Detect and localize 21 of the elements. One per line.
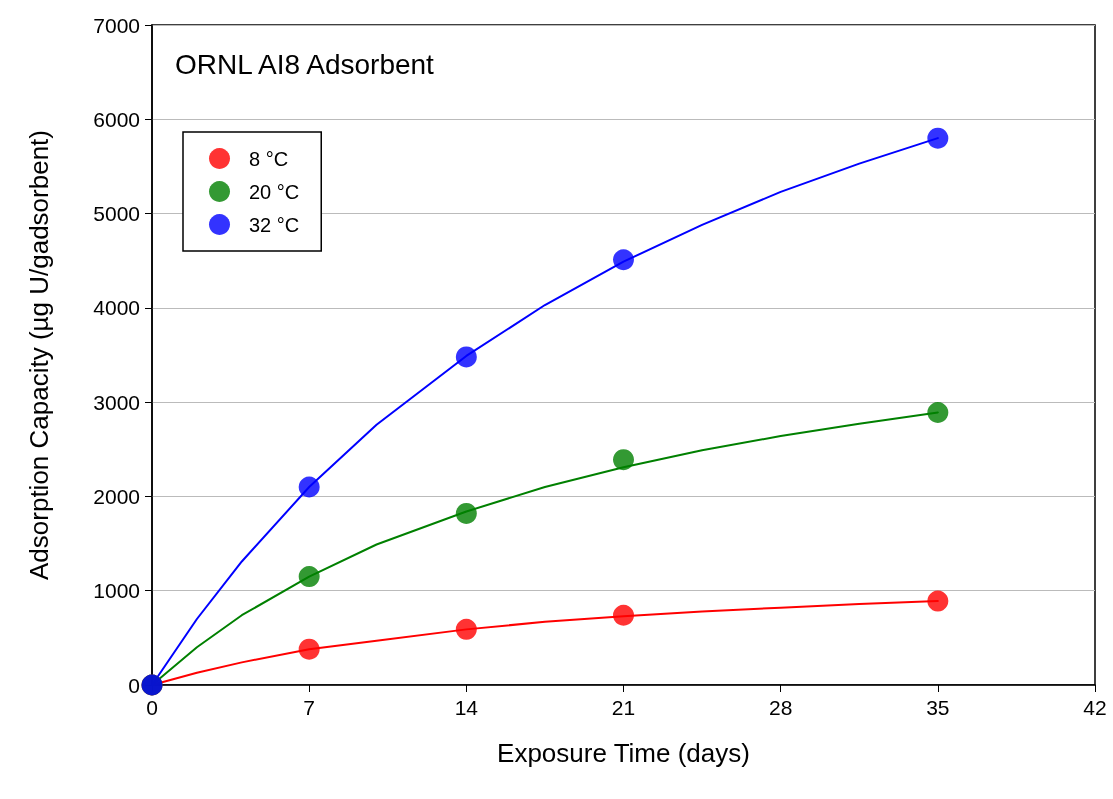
y-tick-label: 0: [128, 673, 140, 697]
y-tick-label: 7000: [93, 13, 140, 37]
x-tick-label: 42: [1083, 696, 1107, 719]
y-tick-label: 5000: [93, 202, 140, 226]
legend-label: 32 °C: [249, 213, 300, 236]
y-tick-label: 3000: [93, 390, 140, 414]
y-tick-label: 2000: [93, 484, 140, 508]
x-axis-title: Exposure Time (days): [497, 738, 750, 768]
x-tick-label: 0: [146, 696, 158, 719]
x-tick-label: 14: [454, 696, 479, 719]
legend-label: 8 °C: [249, 147, 289, 170]
y-axis-title: Adsorption Capacity (µg U/gadsorbent): [24, 130, 54, 580]
x-tick-label: 35: [926, 696, 950, 719]
x-tick-label: 28: [768, 696, 793, 719]
legend-label: 20 °C: [249, 180, 300, 203]
x-tick-label: 7: [303, 696, 316, 719]
y-tick-label: 6000: [93, 107, 140, 131]
y-tick-label: 4000: [93, 296, 140, 320]
x-tick-label: 21: [611, 696, 636, 719]
y-tick-label: 1000: [93, 579, 140, 603]
text: ORNL AI8 Adsorbent: [175, 48, 435, 80]
